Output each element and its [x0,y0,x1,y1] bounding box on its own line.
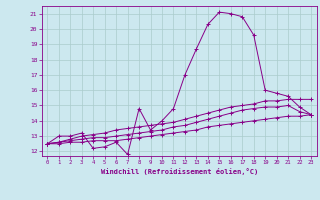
X-axis label: Windchill (Refroidissement éolien,°C): Windchill (Refroidissement éolien,°C) [100,168,258,175]
